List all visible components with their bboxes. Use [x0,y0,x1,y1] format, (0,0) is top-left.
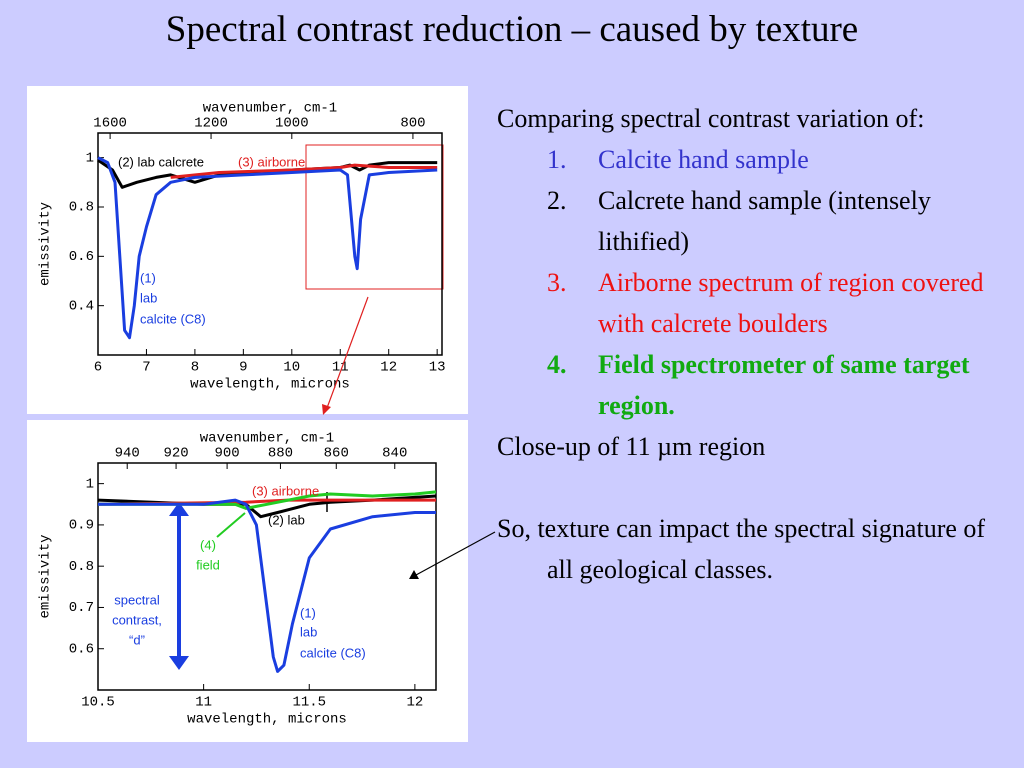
y-tick-label: 0.9 [69,518,94,534]
annotation: (2) lab calcrete [118,154,204,169]
y-tick-label: 0.8 [69,200,94,216]
annotation: lab [300,624,317,639]
annotation: (1) [300,605,316,620]
annotation: “d” [129,632,145,647]
x-tick-label: 11 [332,360,349,376]
annotation: (1) [140,270,156,285]
list: 1. Calcite hand sample 2. Calcrete hand sam… [497,139,1017,426]
x2-tick-label: 880 [268,446,293,462]
annotation: (3) airborne [238,154,305,169]
list-item: 2. Calcrete hand sample (intensely lithif… [497,180,1017,262]
intro: Comparing spectral contrast variation of… [497,104,925,133]
item-text: Calcrete hand sample (intensely lithifie… [598,186,931,256]
y-tick-label: 0.8 [69,559,94,575]
annotation: contrast, [112,612,162,627]
spectrum-line [170,163,438,179]
y-tick-label: 0.6 [69,249,94,265]
list-item: 1. Calcite hand sample [497,139,1017,180]
x-tick-label: 11.5 [292,695,326,711]
annotation: (4) [200,537,216,552]
list-item: 4. Field spectrometer of same target regi… [497,344,1017,426]
x-tick-label: 10.5 [81,695,115,711]
annotation: spectral [114,592,160,607]
conclusion: So, texture can impact the spectral sign… [497,514,986,584]
annotation: (2) lab [268,512,305,527]
x2-tick-label: 1600 [93,116,127,132]
x2-tick-label: 940 [115,446,140,462]
leader-line [216,512,246,538]
chart-panel: 6 7 8 9 10 11 12 13 1600 1200 1000 800 1 0.8 0.6 0.4 wav… [27,86,468,414]
x-tick-label: 8 [191,360,199,376]
spectrum-line [98,490,437,510]
spacer [497,467,1017,508]
x2-tick-label: 1000 [275,116,309,132]
x2-tick-label: 900 [214,446,239,462]
plot-frame [97,132,443,356]
plot-frame [97,462,437,691]
annotation: calcite (C8) [140,311,206,326]
closeup-note: Close-up of 11 µm region [497,432,766,461]
spectrum-line [97,158,438,189]
slide-title: Spectral contrast reduction – caused by … [165,9,859,50]
y-axis-title: emissivity [38,202,54,286]
chart-panel: 10.5 11 11.5 12 940 920 900 880 860 840 1 0.9 0.8 0.7… [27,420,468,742]
x2-tick-label: 920 [163,446,188,462]
annotation: field [196,557,220,572]
y-axis-title: emissivity [38,534,54,618]
x2-axis-title: wavenumber, cm-1 [200,431,334,447]
x-tick-label: 12 [406,695,423,711]
item-text: Airborne spectrum of region covered with… [598,268,984,338]
x-tick-label: 9 [239,360,247,376]
spectrum-line [97,156,438,340]
x2-tick-label: 860 [324,446,349,462]
y-tick-label: 0.7 [69,600,94,616]
x-tick-label: 12 [380,360,397,376]
x-axis-title: wavelength, microns [187,712,347,728]
y-tick-label: 1 [86,150,94,166]
x-tick-label: 11 [195,695,212,711]
item-number: 2. [547,186,567,215]
x-tick-label: 6 [94,360,102,376]
item-number: 1. [547,145,567,174]
zoom-box [305,144,444,290]
annotation: calcite (C8) [300,645,366,660]
x2-tick-label: 800 [400,116,425,132]
x2-tick-label: 1200 [194,116,228,132]
x2-axis-title: wavenumber, cm-1 [203,101,337,117]
spectrum-line [98,498,436,673]
y-tick-label: 1 [86,476,94,492]
item-number: 3. [547,268,567,297]
text-block: Comparing spectral contrast variation of… [497,98,1017,590]
item-number: 4. [547,350,567,379]
x-tick-label: 10 [283,360,300,376]
y-tick-label: 0.4 [69,298,94,314]
x-axis-title: wavelength, microns [190,377,350,393]
x-tick-label: 7 [142,360,150,376]
x-tick-label: 13 [429,360,446,376]
list-item: 3. Airborne spectrum of region covered wi… [497,262,1017,344]
annotation: lab [140,290,157,305]
arrow-head [169,656,189,670]
arrow-head [169,502,189,516]
x2-tick-label: 840 [382,446,407,462]
item-text: Field spectrometer of same target region… [598,350,970,420]
item-text: Calcite hand sample [598,145,809,174]
annotation: (3) airborne [252,483,319,498]
y-tick-label: 0.6 [69,641,94,657]
